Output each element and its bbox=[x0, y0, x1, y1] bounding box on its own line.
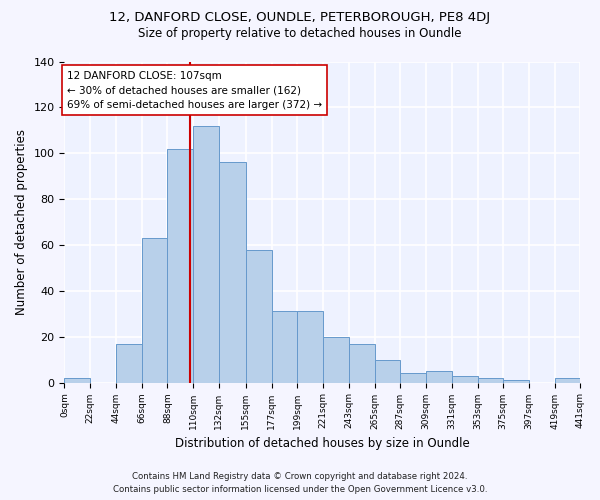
Text: Contains HM Land Registry data © Crown copyright and database right 2024.
Contai: Contains HM Land Registry data © Crown c… bbox=[113, 472, 487, 494]
Bar bbox=[142, 238, 167, 382]
Bar bbox=[400, 374, 426, 382]
Text: 12, DANFORD CLOSE, OUNDLE, PETERBOROUGH, PE8 4DJ: 12, DANFORD CLOSE, OUNDLE, PETERBOROUGH,… bbox=[109, 12, 491, 24]
Bar bbox=[272, 312, 297, 382]
Bar bbox=[349, 344, 374, 382]
Bar bbox=[323, 336, 349, 382]
Bar bbox=[219, 162, 246, 382]
Bar bbox=[555, 378, 580, 382]
X-axis label: Distribution of detached houses by size in Oundle: Distribution of detached houses by size … bbox=[175, 437, 470, 450]
Bar bbox=[478, 378, 503, 382]
Bar bbox=[193, 126, 219, 382]
Text: 12 DANFORD CLOSE: 107sqm
← 30% of detached houses are smaller (162)
69% of semi-: 12 DANFORD CLOSE: 107sqm ← 30% of detach… bbox=[67, 70, 322, 110]
Bar bbox=[246, 250, 272, 382]
Bar bbox=[64, 378, 90, 382]
Bar bbox=[374, 360, 400, 382]
Bar bbox=[297, 312, 323, 382]
Bar bbox=[503, 380, 529, 382]
Y-axis label: Number of detached properties: Number of detached properties bbox=[15, 129, 28, 315]
Bar bbox=[116, 344, 142, 382]
Bar bbox=[167, 148, 193, 382]
Bar bbox=[452, 376, 478, 382]
Text: Size of property relative to detached houses in Oundle: Size of property relative to detached ho… bbox=[138, 28, 462, 40]
Bar bbox=[426, 371, 452, 382]
